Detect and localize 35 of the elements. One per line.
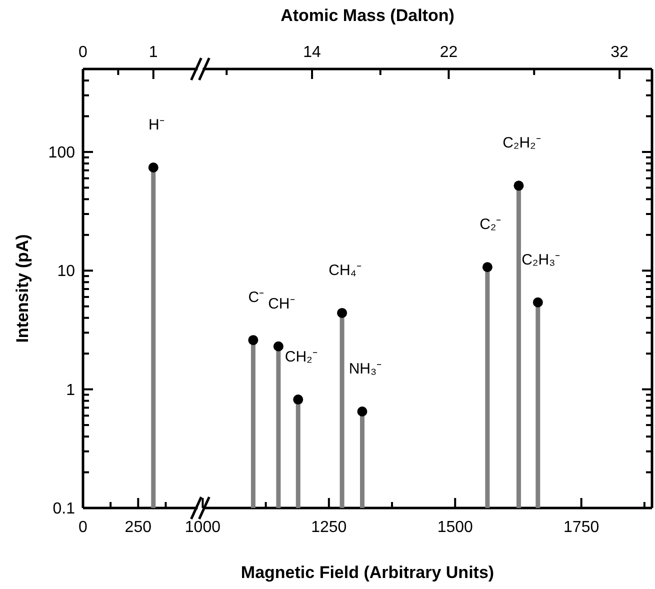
point [248, 335, 258, 346]
annotation: CH⁻ [268, 295, 295, 312]
x2-tick-label: 0 [78, 44, 88, 61]
annotation: CH₂⁻ [284, 348, 318, 366]
point [293, 394, 304, 405]
x2-tick-label: 22 [440, 44, 458, 61]
x2-tick-label: 32 [610, 44, 629, 61]
point [357, 406, 368, 417]
x2-tick-label: 1 [148, 44, 158, 61]
y-tick-label: 1 [66, 382, 76, 399]
x-tick-label: 1250 [311, 519, 347, 536]
y-axis-title: Intensity (pA) [13, 234, 32, 343]
y-tick-label: 10 [57, 263, 76, 280]
annotation: CH₄⁻ [328, 262, 362, 279]
point [482, 262, 492, 272]
y-tick-label: 0.1 [52, 500, 76, 518]
x2-tick-label: 14 [303, 44, 322, 61]
annotation: H⁻ [148, 116, 164, 134]
x-tick-label: 0 [78, 519, 88, 536]
annotation: C₂H₂⁻ [502, 134, 541, 152]
point [514, 180, 524, 191]
annotation: C⁻ [248, 289, 264, 306]
annotation: NH₃⁻ [348, 360, 382, 378]
x-axis-title: Magnetic Field (Arbitrary Units) [240, 563, 494, 582]
point [532, 297, 543, 308]
x-tick-label: 1000 [184, 519, 221, 536]
point [273, 341, 284, 352]
annotation: C₂⁻ [480, 216, 502, 234]
y-tick-label: 100 [48, 144, 76, 162]
x-tick-label: 1750 [564, 519, 600, 536]
x-tick-label: 250 [124, 519, 152, 536]
x-tick-label: 1500 [437, 519, 474, 536]
annotation: C₂H₃⁻ [522, 251, 560, 268]
x2-axis-title: Atomic Mass (Dalton) [280, 6, 454, 25]
point [337, 308, 348, 318]
